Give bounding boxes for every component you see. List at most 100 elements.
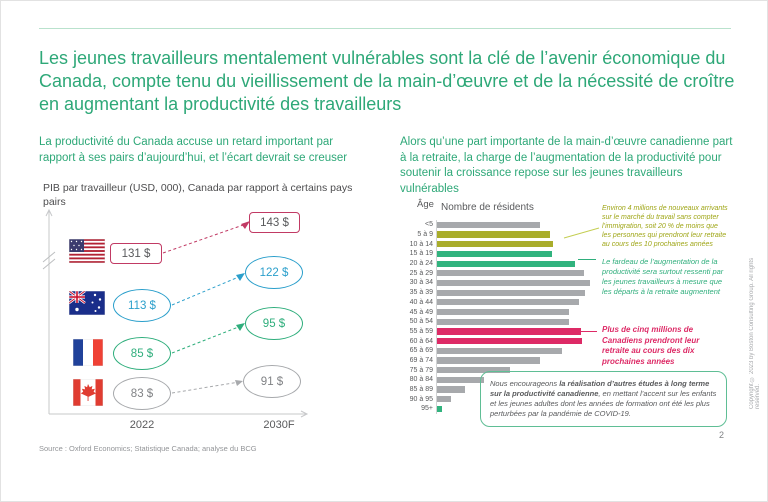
age-bar — [437, 241, 554, 248]
age-tick-label: <5 — [425, 221, 433, 229]
age-row: 75 à 79 — [399, 365, 590, 375]
age-tick-label: 35 à 39 — [409, 289, 433, 297]
value-australia-2022: 113 $ — [113, 289, 171, 322]
age-chart-axis-line — [436, 220, 437, 414]
leader-line-green — [578, 259, 596, 260]
age-row: 35 à 39 — [399, 288, 590, 298]
age-bar — [437, 279, 590, 287]
age-tick-label: 20 à 24 — [409, 260, 433, 268]
top-divider — [39, 28, 731, 29]
age-row: 5 à 9 — [399, 230, 590, 240]
note-text-suffix: , en mettant l’accent sur les enfants et… — [490, 389, 717, 418]
age-tick-label: 85 à 89 — [409, 386, 433, 394]
annotation-immigration: Environ 4 millions de nouveaux arrivants… — [602, 205, 728, 248]
x-tick-2022: 2022 — [129, 419, 155, 431]
age-pyramid-chart: Âge Nombre de résidents <5 5 à 9 10 à 14 15… — [399, 198, 609, 418]
age-tick-label: 60 à 64 — [409, 337, 433, 345]
age-bar — [437, 347, 563, 354]
age-bar — [437, 396, 451, 403]
age-bar — [437, 318, 569, 325]
recommendation-note-box: Nous encourageons la réalisation d’autre… — [480, 371, 727, 427]
age-tick-label: 45 à 49 — [409, 308, 433, 316]
age-bar — [437, 357, 540, 364]
right-headline: Alors qu’une part importante de la main-… — [400, 136, 733, 195]
value-canada-2030: 91 $ — [243, 365, 301, 398]
age-bar — [437, 338, 583, 345]
age-tick-label: 95+ — [421, 405, 433, 413]
age-bar — [437, 367, 511, 374]
age-row: 90 à 95 — [399, 394, 590, 404]
pib-chart-axes — [42, 208, 309, 418]
slide-title: Les jeunes travailleurs mentalement vuln… — [39, 48, 735, 114]
age-row: 25 à 29 — [399, 268, 590, 278]
age-bar — [437, 386, 465, 393]
age-row: 20 à 24 — [399, 259, 590, 269]
value-usa-2030: 143 $ — [249, 212, 300, 233]
residents-axis-title: Nombre de résidents — [441, 202, 534, 213]
age-bar — [437, 250, 552, 257]
age-row: 50 à 54 — [399, 317, 590, 327]
age-row: 30 à 34 — [399, 278, 590, 288]
left-headline: La productivité du Canada accuse un reta… — [39, 136, 348, 164]
copyright-notice: Copyright © 2023 by Boston Consulting Gr… — [749, 257, 761, 409]
age-tick-label: 90 à 95 — [409, 395, 433, 403]
leader-line-olive — [563, 227, 600, 239]
age-bar — [437, 299, 580, 306]
age-bar — [437, 308, 569, 316]
age-tick-label: 50 à 54 — [409, 318, 433, 326]
usa-flag-icon — [69, 239, 105, 263]
age-row: 15 à 19 — [399, 249, 590, 259]
x-tick-2030f: 2030F — [263, 419, 295, 431]
annotation-retirees: Plus de cinq millions de Canadiens prend… — [602, 325, 700, 366]
value-france-2030: 95 $ — [245, 307, 303, 340]
age-tick-label: 69 à 74 — [409, 356, 433, 364]
annotation-burden: Le fardeau de l’augmentation de la produ… — [602, 257, 724, 296]
age-tick-label: 30 à 34 — [409, 279, 433, 287]
age-bar — [437, 231, 551, 238]
pib-chart: 131 $ 113 $ 85 $ 83 $ 143 $ 122 $ 95 $ 9… — [39, 201, 339, 446]
canada-flag-icon — [73, 379, 103, 406]
age-tick-label: 5 à 9 — [417, 231, 433, 239]
australia-flag-icon — [69, 291, 105, 315]
value-france-2022: 85 $ — [113, 337, 171, 370]
france-flag-icon — [73, 339, 103, 366]
age-tick-label: 10 à 14 — [409, 240, 433, 248]
age-row: 45 à 49 — [399, 307, 590, 317]
age-tick-label: 75 à 79 — [409, 366, 433, 374]
age-tick-label: 65 à 69 — [409, 347, 433, 355]
age-axis-title: Âge — [417, 199, 434, 210]
age-bar — [437, 376, 485, 383]
note-text-bold: la réalisation d’autres études à long te… — [490, 379, 710, 398]
age-row: 85 à 89 — [399, 385, 590, 395]
age-bar — [437, 328, 581, 335]
age-rows: <5 5 à 9 10 à 14 15 à 19 20 à 24 25 à 29 30 à … — [399, 220, 590, 414]
age-row: 69 à 74 — [399, 356, 590, 366]
age-bar — [437, 260, 575, 267]
value-usa-2022: 131 $ — [110, 243, 162, 264]
age-row: 40 à 44 — [399, 298, 590, 308]
age-tick-label: 25 à 29 — [409, 269, 433, 277]
note-text-prefix: Nous encourageons — [490, 379, 560, 388]
age-row: 60 à 64 — [399, 336, 590, 346]
leader-line-pink — [581, 331, 597, 332]
age-row: 55 à 59 — [399, 327, 590, 337]
age-bar — [437, 270, 584, 277]
page-number: 2 — [719, 430, 725, 440]
age-tick-label: 55 à 59 — [409, 327, 433, 335]
age-row: 80 à 84 — [399, 375, 590, 385]
age-bar — [437, 221, 540, 228]
age-tick-label: 80 à 84 — [409, 376, 433, 384]
age-tick-label: 15 à 19 — [409, 250, 433, 258]
value-canada-2022: 83 $ — [113, 377, 171, 410]
age-row: <5 — [399, 220, 590, 230]
value-australia-2030: 122 $ — [245, 256, 303, 289]
age-row: 10 à 14 — [399, 239, 590, 249]
age-row: 65 à 69 — [399, 346, 590, 356]
pib-chart-subtitle: PIB par travailleur (USD, 000), Canada p… — [43, 182, 353, 208]
age-row: 95+ — [399, 404, 590, 414]
source-line: Source : Oxford Economics; Statistique C… — [39, 444, 257, 453]
age-bar — [437, 405, 442, 412]
age-tick-label: 40 à 44 — [409, 298, 433, 306]
age-bar — [437, 289, 586, 296]
